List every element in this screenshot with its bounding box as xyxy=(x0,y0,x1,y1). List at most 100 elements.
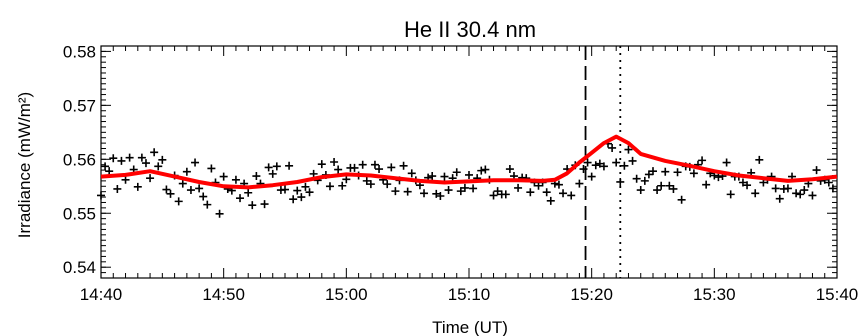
data-point xyxy=(387,163,396,172)
data-point xyxy=(649,167,657,176)
data-point xyxy=(125,153,134,162)
data-point xyxy=(178,179,187,188)
data-point xyxy=(673,168,682,177)
data-point xyxy=(632,174,641,183)
data-point xyxy=(358,160,367,169)
data-point xyxy=(268,169,277,178)
data-point xyxy=(334,165,343,174)
data-point xyxy=(309,169,318,178)
data-point xyxy=(174,197,183,206)
data-point xyxy=(726,190,735,199)
data-point xyxy=(534,181,543,190)
data-point xyxy=(186,186,195,195)
smoothed-line xyxy=(100,134,838,190)
data-point xyxy=(783,184,792,193)
data-point xyxy=(338,181,347,190)
data-point xyxy=(366,180,375,189)
data-point xyxy=(370,160,379,169)
data-point xyxy=(624,145,633,154)
data-point xyxy=(456,187,465,196)
data-point xyxy=(113,184,122,193)
data-point xyxy=(526,188,535,197)
data-point xyxy=(489,191,498,200)
data-point xyxy=(828,184,837,193)
data-point xyxy=(97,191,105,200)
data-point xyxy=(702,180,711,189)
data-point xyxy=(738,178,747,187)
data-point xyxy=(317,160,326,169)
data-point xyxy=(595,159,604,168)
data-point xyxy=(481,165,490,174)
data-point xyxy=(452,168,461,177)
data-point xyxy=(297,193,306,202)
data-point xyxy=(824,178,833,187)
data-point xyxy=(428,172,437,181)
data-point xyxy=(771,184,780,193)
data-point xyxy=(775,194,784,203)
data-point xyxy=(514,183,523,192)
data-point xyxy=(101,162,110,171)
data-point xyxy=(162,185,171,194)
data-point xyxy=(293,186,302,195)
data-point xyxy=(289,195,298,204)
data-point xyxy=(391,187,400,196)
x-axis-label: Time (UT) xyxy=(432,318,508,336)
data-point xyxy=(203,200,212,209)
data-point xyxy=(182,167,191,176)
data-point xyxy=(444,186,453,195)
x-tick-label: 15:00 xyxy=(325,285,368,304)
data-point xyxy=(260,200,269,209)
data-point xyxy=(800,186,809,195)
y-tick-label: 0.56 xyxy=(63,150,96,169)
data-point xyxy=(812,166,821,175)
data-point xyxy=(342,175,351,184)
data-point xyxy=(141,159,150,168)
data-point xyxy=(252,172,261,181)
plot-area: 14:40 14:50 15:00 15:10 15:20 15:30 15:40 0.54 0… xyxy=(63,42,858,304)
data-point xyxy=(469,184,478,193)
data-point xyxy=(792,189,801,198)
data-point xyxy=(796,190,805,199)
data-point xyxy=(640,176,649,185)
data-point xyxy=(722,158,731,167)
data-point xyxy=(440,172,449,181)
data-point xyxy=(567,191,576,200)
data-point xyxy=(616,177,625,186)
data-point xyxy=(350,163,359,172)
data-point xyxy=(669,184,678,193)
data-point xyxy=(587,172,596,181)
data-point xyxy=(399,161,408,170)
data-point xyxy=(199,192,208,201)
data-point xyxy=(121,175,130,184)
data-point xyxy=(109,154,118,163)
data-point xyxy=(436,191,445,200)
data-point xyxy=(272,162,281,171)
data-point xyxy=(195,184,204,193)
data-point xyxy=(383,180,392,189)
data-point xyxy=(133,182,142,191)
data-point xyxy=(583,158,592,167)
y-axis-label: Irradiance (mW/m²) xyxy=(15,92,34,238)
y-tick-label: 0.55 xyxy=(63,204,96,223)
data-point xyxy=(166,189,175,198)
data-point xyxy=(219,172,228,181)
data-point xyxy=(546,196,555,205)
data-point xyxy=(808,191,817,200)
x-tick-label: 14:40 xyxy=(80,285,123,304)
data-point xyxy=(362,176,371,185)
data-point xyxy=(325,182,334,191)
data-point xyxy=(150,148,159,157)
data-point xyxy=(579,165,588,174)
data-point xyxy=(542,188,551,197)
data-point xyxy=(755,155,764,164)
data-point xyxy=(698,156,707,165)
data-point xyxy=(599,162,608,171)
data-point xyxy=(432,189,441,198)
data-point xyxy=(743,181,752,190)
data-point xyxy=(301,182,310,191)
data-point xyxy=(689,169,698,178)
data-point xyxy=(407,169,416,178)
x-tick-label: 15:30 xyxy=(693,285,736,304)
data-point xyxy=(465,170,473,179)
